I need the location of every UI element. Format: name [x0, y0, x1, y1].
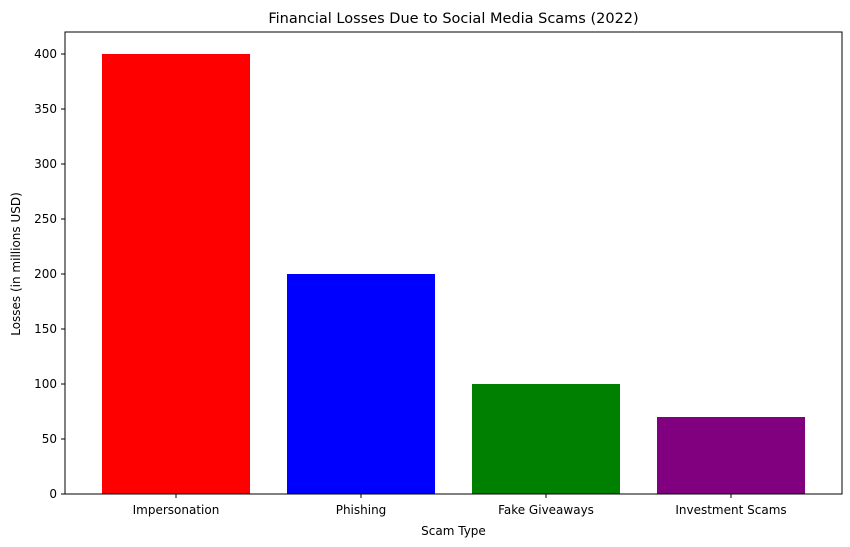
axes-frame: [64, 31, 843, 495]
plot-area: 0 50 100 150 200 250 300 350 400 Impersonation Phi…: [34, 31, 843, 517]
chart-title: Financial Losses Due to Social Media Sca…: [268, 11, 638, 27]
x-tick-label: Fake Giveaways: [498, 503, 594, 517]
y-axis-label: Losses (in millions USD): [9, 192, 23, 336]
y-tick-label: 400: [34, 47, 57, 61]
y-tick-label: 0: [49, 487, 57, 501]
y-tick-label: 250: [34, 212, 57, 226]
bar-phishing: [287, 274, 435, 494]
x-tick-label: Impersonation: [133, 503, 220, 517]
y-tick-label: 50: [42, 432, 57, 446]
x-tick-label: Investment Scams: [675, 503, 786, 517]
bar-impersonation: [102, 54, 250, 494]
y-tick-label: 350: [34, 102, 57, 116]
y-tick-label: 100: [34, 377, 57, 391]
bar-fake-giveaways: [472, 384, 620, 494]
bar-investment-scams: [657, 417, 805, 494]
y-tick-label: 200: [34, 267, 57, 281]
y-tick-label: 150: [34, 322, 57, 336]
x-axis-label: Scam Type: [421, 524, 486, 538]
x-tick-label: Phishing: [336, 503, 387, 517]
y-tick-label: 300: [34, 157, 57, 171]
